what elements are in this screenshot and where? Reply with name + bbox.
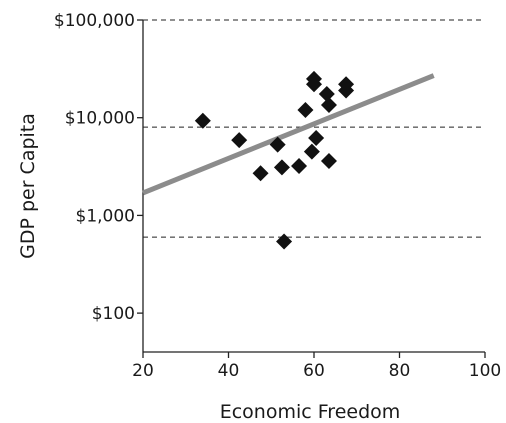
data-point-12: [318, 85, 335, 102]
x-tick-labels: 20 40 60 80 100: [132, 361, 501, 381]
axes: [142, 20, 485, 353]
y-tick-label: $10,000: [65, 109, 135, 129]
trend-line: [142, 73, 435, 196]
data-point-5: [276, 233, 293, 250]
data-point-11: [308, 129, 325, 146]
y-tick-label: $100,000: [54, 11, 135, 31]
x-tick-label: 40: [218, 361, 240, 381]
x-tick-label: 60: [303, 361, 325, 381]
tick-marks: [137, 19, 486, 358]
data-point-8: [303, 143, 320, 160]
gridlines: [143, 19, 485, 238]
data-point-16: [338, 82, 355, 99]
data-point-3: [269, 136, 286, 153]
data-points: [194, 70, 355, 250]
data-point-7: [297, 101, 314, 118]
data-point-13: [320, 96, 337, 113]
data-point-14: [320, 153, 337, 170]
y-axis-title: GDP per Capita: [17, 113, 39, 259]
y-tick-labels: $100 $1,000 $10,000 $100,000: [54, 11, 135, 324]
x-tick-label: 100: [469, 361, 501, 381]
data-point-4: [273, 159, 290, 176]
data-point-10: [306, 76, 322, 93]
data-point-2: [252, 165, 269, 182]
data-point-6: [291, 158, 308, 175]
data-point-0: [194, 112, 211, 129]
y-tick-label: $1,000: [76, 206, 135, 226]
x-axis-title: Economic Freedom: [220, 401, 401, 423]
x-tick-label: 80: [389, 361, 411, 381]
y-tick-label: $100: [92, 304, 135, 324]
x-tick-label: 20: [132, 361, 154, 381]
data-point-1: [231, 132, 248, 149]
